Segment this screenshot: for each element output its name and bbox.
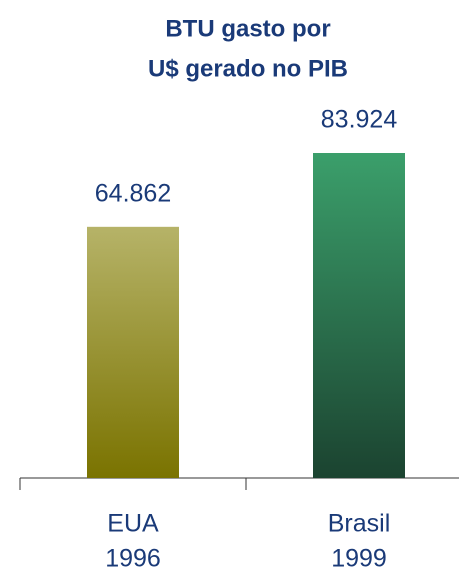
x-tick-label: EUA (107, 510, 159, 538)
value-label: 83.924 (321, 106, 398, 134)
bar (87, 226, 179, 478)
x-tick-label: 1996 (105, 545, 161, 570)
x-tick-label: Brasil (328, 510, 391, 538)
bar (313, 153, 405, 478)
chart-title: U$ gerado no PIB (148, 55, 348, 82)
value-label: 64.862 (95, 179, 171, 207)
chart-title: BTU gasto por (165, 15, 330, 42)
x-tick-label: 1999 (331, 545, 387, 570)
